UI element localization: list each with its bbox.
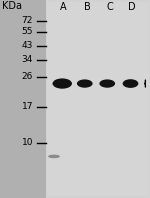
Bar bbox=[47, 2, 148, 196]
Text: 43: 43 bbox=[22, 41, 33, 50]
Text: D: D bbox=[128, 2, 136, 12]
Bar bbox=[46, 0, 150, 198]
Text: KDa: KDa bbox=[2, 1, 22, 11]
Ellipse shape bbox=[123, 79, 138, 88]
Text: 55: 55 bbox=[21, 27, 33, 36]
Ellipse shape bbox=[52, 78, 72, 89]
Text: 72: 72 bbox=[22, 16, 33, 25]
Text: 26: 26 bbox=[22, 72, 33, 81]
Text: 34: 34 bbox=[22, 55, 33, 64]
Text: A: A bbox=[60, 2, 66, 12]
Text: 17: 17 bbox=[21, 102, 33, 111]
Text: 10: 10 bbox=[21, 138, 33, 147]
Ellipse shape bbox=[48, 155, 60, 158]
Text: B: B bbox=[84, 2, 90, 12]
Ellipse shape bbox=[77, 79, 93, 88]
Text: C: C bbox=[106, 2, 113, 12]
Ellipse shape bbox=[99, 79, 115, 88]
